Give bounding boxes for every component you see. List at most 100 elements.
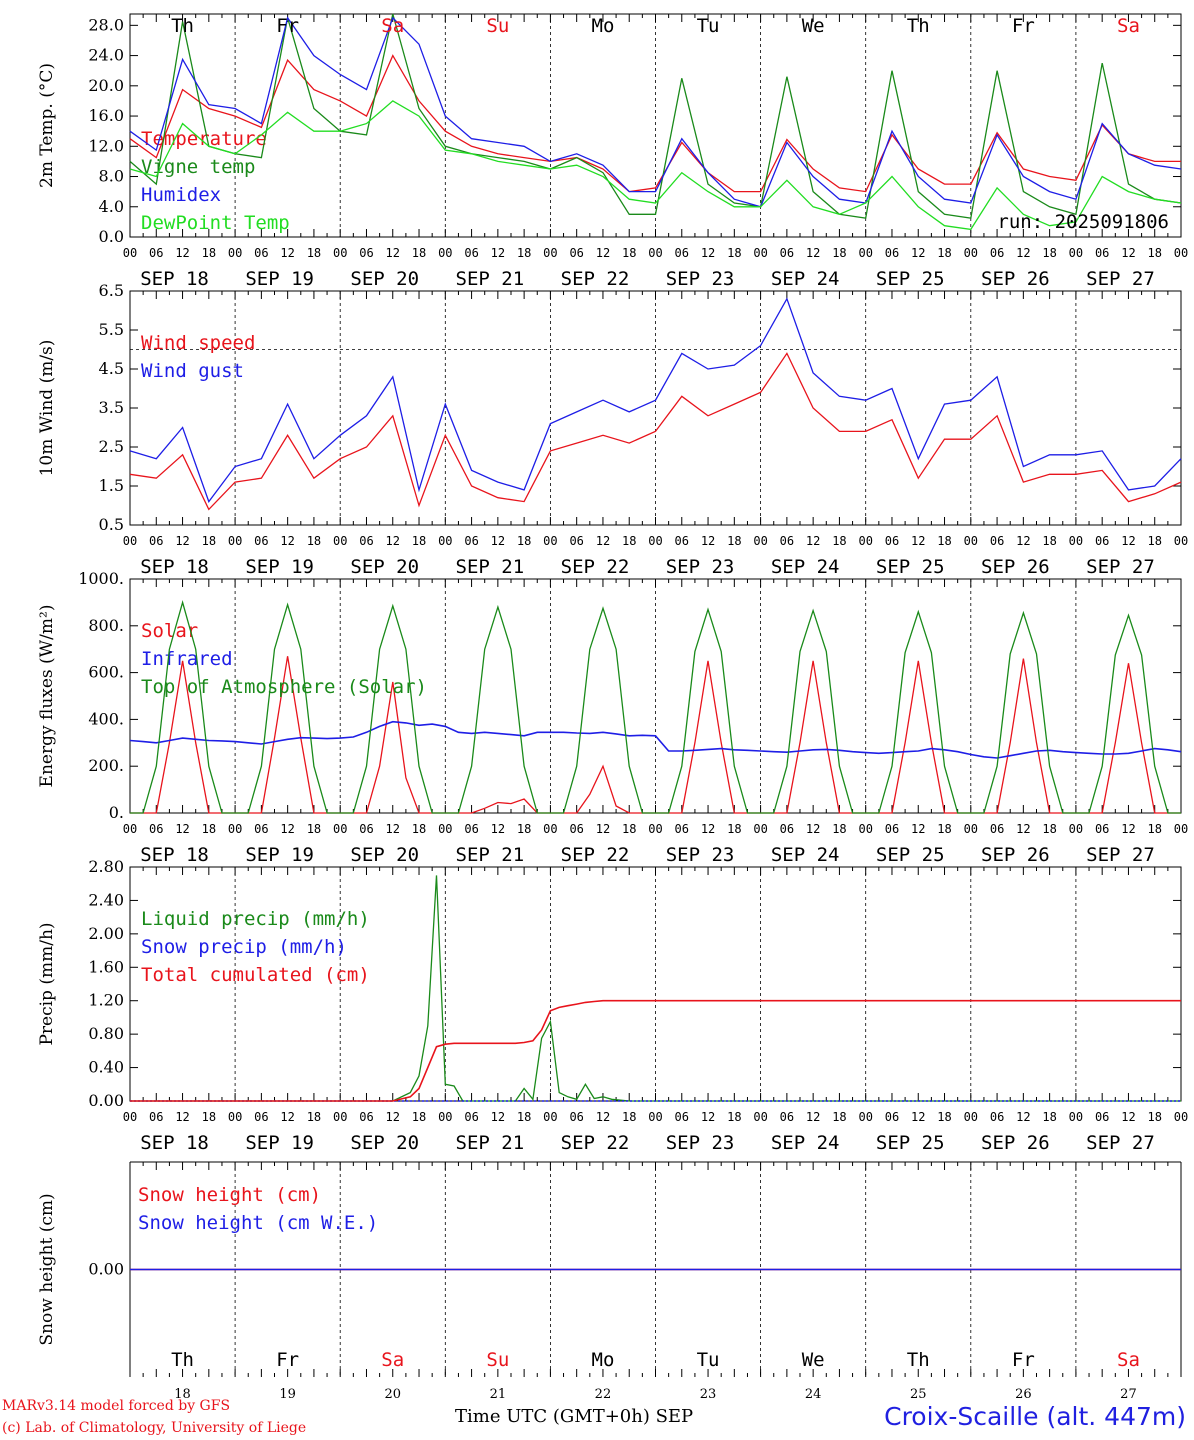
hour-label: 12 <box>596 1110 610 1124</box>
hour-label: 06 <box>569 1110 583 1124</box>
weekday-label: Fr <box>276 15 299 37</box>
series-top-of-atmosphere-solar- <box>130 599 1181 814</box>
weekday-label: Fr <box>1012 15 1035 37</box>
hour-label: 06 <box>780 246 794 260</box>
hour-label: 12 <box>596 534 610 548</box>
hour-label: 00 <box>228 534 242 548</box>
hour-label: 06 <box>780 534 794 548</box>
weekday-label: Mo <box>592 15 615 37</box>
day-number-label: 19 <box>279 1387 296 1402</box>
weekday-label: Th <box>171 15 194 37</box>
hour-label: 06 <box>149 246 163 260</box>
series-dewpoint-temp <box>129 100 1182 231</box>
hour-label: 12 <box>280 1110 294 1124</box>
hour-label: 06 <box>254 822 268 836</box>
hour-label: 12 <box>280 534 294 548</box>
hour-label: 06 <box>885 246 899 260</box>
y-tick-label: 2.00 <box>88 924 124 943</box>
weekday-label: We <box>802 15 825 37</box>
weekday-label: Th <box>171 1349 194 1371</box>
hour-label: 06 <box>1095 246 1109 260</box>
hour-label: 00 <box>438 534 452 548</box>
panel-2: 0.5 1.5 2.5 3.5 4.5 5.5 6.5 10m Wind (m/s) Wind … <box>37 281 1188 578</box>
weekday-label: Fr <box>1012 1349 1035 1371</box>
hour-label: 06 <box>254 534 268 548</box>
hour-label: 18 <box>412 1110 426 1124</box>
day-number-label: 20 <box>384 1387 401 1402</box>
hour-label: 18 <box>1147 1110 1161 1124</box>
hour-label: 12 <box>806 1110 820 1124</box>
hour-label: 06 <box>149 822 163 836</box>
hour-label: 06 <box>569 534 583 548</box>
hour-label: 00 <box>543 1110 557 1124</box>
hour-label: 12 <box>911 246 925 260</box>
hour-label: 12 <box>1121 822 1135 836</box>
date-label: SEP 21 <box>456 268 525 290</box>
legend-entry: Wind speed <box>141 332 255 354</box>
hour-label: 00 <box>858 534 872 548</box>
panel-1: 0.0 4.0 8.0 12.0 16.0 20.0 24.0 28.0 2m Temp. (°… <box>37 13 1188 290</box>
series-vigne-temp <box>129 13 1182 219</box>
y-axis-title: 10m Wind (m/s) <box>37 340 57 477</box>
hour-label: 18 <box>517 246 531 260</box>
hour-label: 18 <box>202 246 216 260</box>
hour-label: 06 <box>1095 822 1109 836</box>
hour-label: 00 <box>123 822 137 836</box>
panel-5: 0.00 Snow height (cm) Snow height (cm) Snow… <box>37 1161 1182 1402</box>
day-number-label: 21 <box>490 1387 507 1402</box>
y-tick-label: 800. <box>88 616 124 635</box>
hour-label: 00 <box>543 246 557 260</box>
series-infrared <box>129 720 1182 759</box>
y-tick-label: 0.00 <box>88 1260 124 1279</box>
y-tick-label: 6.5 <box>99 281 124 300</box>
weekday-label: Tu <box>697 1349 720 1371</box>
y-tick-label: 8.0 <box>99 167 124 186</box>
hour-label: 06 <box>885 1110 899 1124</box>
hour-label: 00 <box>438 246 452 260</box>
hour-label: 00 <box>753 1110 767 1124</box>
model-credit: MARv3.14 model forced by GFS <box>2 1398 231 1414</box>
hour-label: 12 <box>491 1110 505 1124</box>
date-label: SEP 27 <box>1086 268 1155 290</box>
hour-label: 18 <box>622 822 636 836</box>
date-label: SEP 23 <box>666 268 735 290</box>
hour-label: 12 <box>701 1110 715 1124</box>
hour-label: 00 <box>228 822 242 836</box>
hour-label: 18 <box>202 1110 216 1124</box>
hour-label: 18 <box>412 246 426 260</box>
hour-label: 12 <box>1121 1110 1135 1124</box>
hour-label: 06 <box>675 534 689 548</box>
hour-label: 00 <box>228 246 242 260</box>
hour-label: 00 <box>1069 246 1083 260</box>
hour-label: 12 <box>491 822 505 836</box>
hour-label: 18 <box>307 1110 321 1124</box>
y-tick-label: 0.0 <box>99 227 124 246</box>
hour-label: 00 <box>438 1110 452 1124</box>
hour-label: 00 <box>1069 534 1083 548</box>
date-label: SEP 19 <box>245 268 314 290</box>
date-label: SEP 23 <box>666 844 735 866</box>
hour-label: 18 <box>1042 1110 1056 1124</box>
hour-label: 18 <box>727 246 741 260</box>
hour-label: 12 <box>491 246 505 260</box>
hour-label: 12 <box>1016 246 1030 260</box>
legend-entry: Top of Atmosphere (Solar) <box>141 676 427 698</box>
hour-label: 18 <box>937 1110 951 1124</box>
hour-label: 06 <box>359 534 373 548</box>
hour-label: 06 <box>675 246 689 260</box>
legend-entry: DewPoint Temp <box>141 212 290 234</box>
hour-label: 06 <box>990 534 1004 548</box>
hour-label: 18 <box>832 534 846 548</box>
legend-entry: Snow precip (mm/h) <box>141 936 347 958</box>
time-axis-title: Time UTC (GMT+0h) SEP <box>455 1406 694 1427</box>
hour-label: 18 <box>937 822 951 836</box>
y-tick-label: 4.5 <box>99 359 124 378</box>
hour-label: 00 <box>1069 822 1083 836</box>
date-label: SEP 27 <box>1086 1132 1155 1154</box>
y-tick-label: 1.5 <box>99 476 124 495</box>
hour-label: 06 <box>675 822 689 836</box>
hour-label: 00 <box>753 534 767 548</box>
weekday-label: Th <box>907 15 930 37</box>
legend-entry: Solar <box>141 620 198 642</box>
